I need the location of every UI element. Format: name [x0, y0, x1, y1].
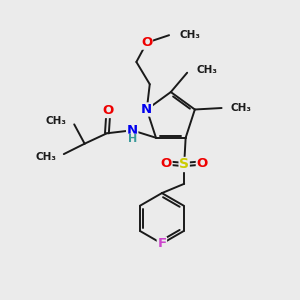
- Text: CH₃: CH₃: [230, 103, 251, 113]
- Text: CH₃: CH₃: [35, 152, 56, 162]
- Text: O: O: [196, 157, 208, 169]
- Text: F: F: [157, 237, 167, 250]
- Text: N: N: [141, 103, 152, 116]
- Text: CH₃: CH₃: [179, 30, 200, 40]
- Text: O: O: [103, 104, 114, 118]
- Text: H: H: [128, 134, 137, 144]
- Text: O: O: [161, 157, 172, 169]
- Text: CH₃: CH₃: [46, 116, 67, 126]
- Text: CH₃: CH₃: [196, 65, 217, 75]
- Text: N: N: [127, 124, 138, 137]
- Text: S: S: [179, 158, 189, 172]
- Text: O: O: [141, 36, 152, 49]
